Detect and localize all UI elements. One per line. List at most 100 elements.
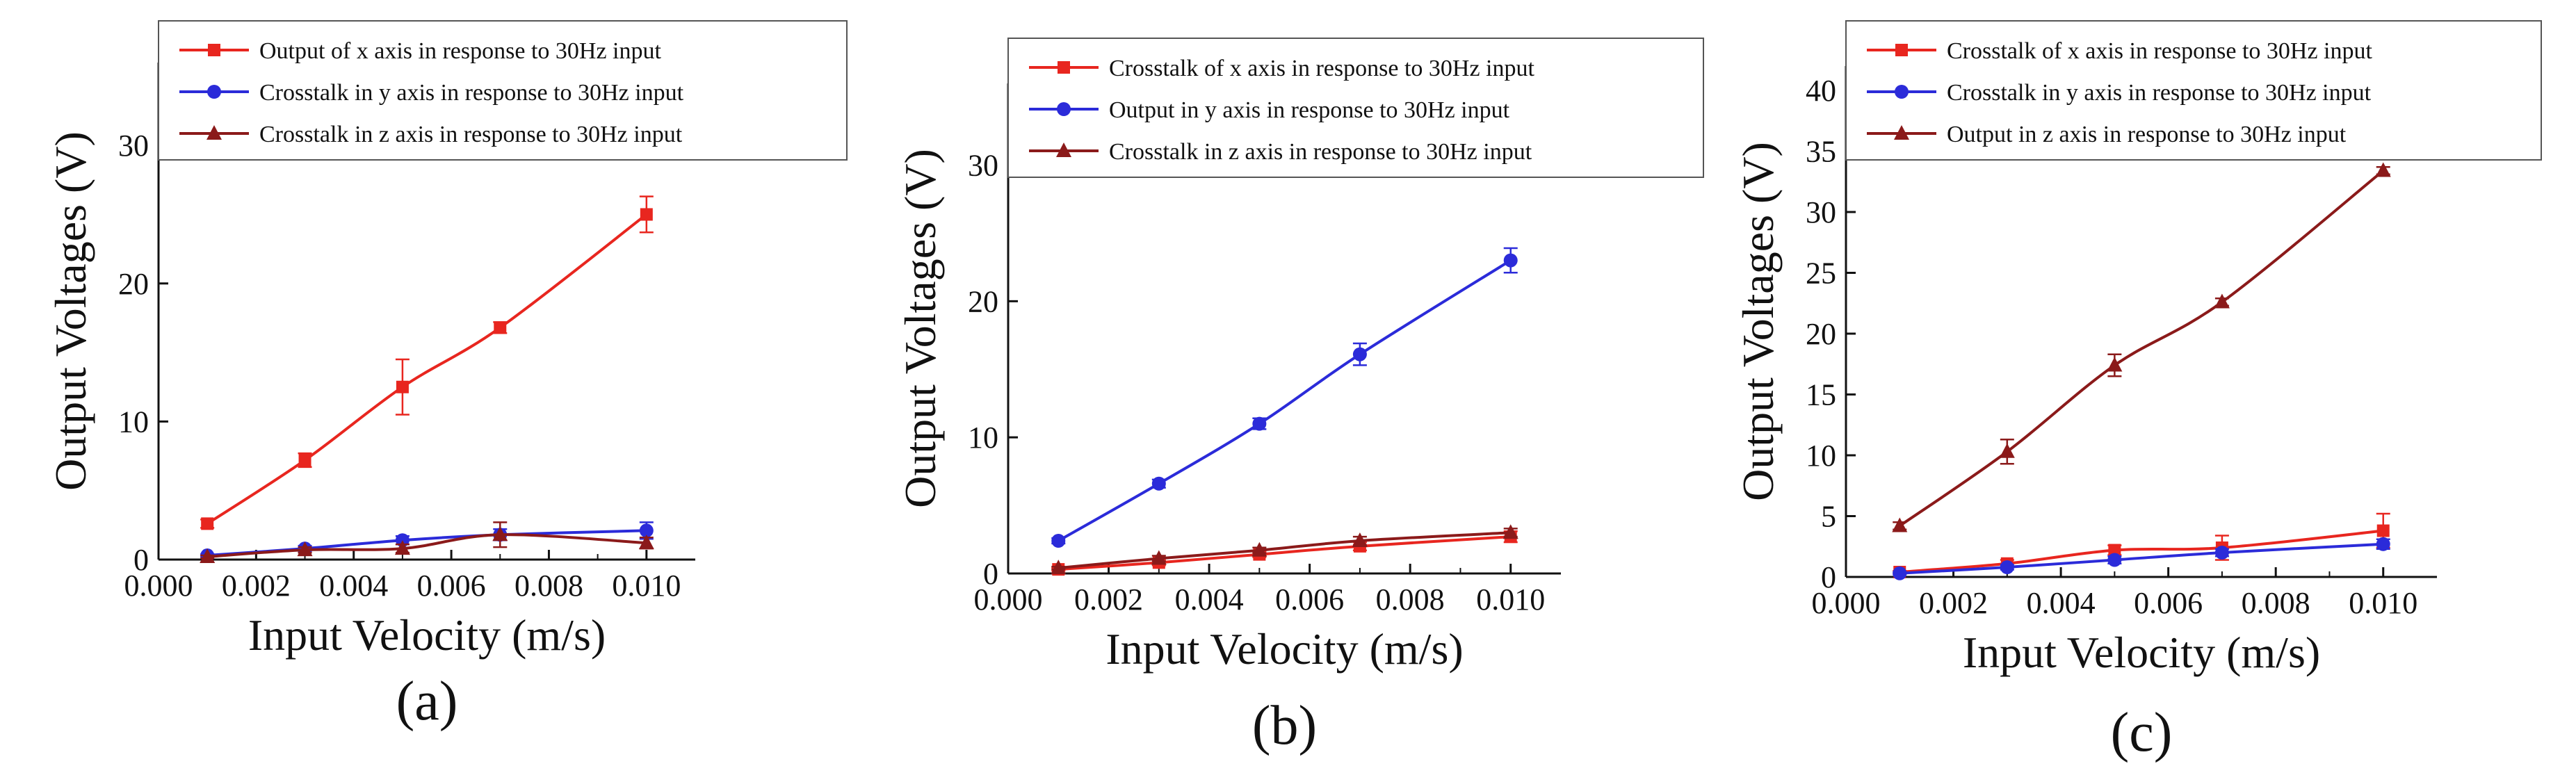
series-line xyxy=(1899,169,2384,528)
y-tick-label: 15 xyxy=(1806,378,1836,412)
data-point xyxy=(1151,550,1167,565)
data-point xyxy=(1502,524,1518,539)
data-point xyxy=(639,523,654,538)
data-point xyxy=(1893,566,1907,580)
data-point xyxy=(1999,443,2015,458)
legend-entry: Crosstalk of x axis in response to 30Hz … xyxy=(1109,56,1534,81)
legend-entry: Output in z axis in response to 30Hz inp… xyxy=(1947,122,2347,147)
series-line xyxy=(1058,259,1512,542)
legend-entry: Crosstalk in z axis in response to 30Hz … xyxy=(259,122,683,147)
panel-label: (a) xyxy=(396,671,458,732)
data-point xyxy=(1352,532,1368,547)
x-tick-label: 0.006 xyxy=(417,569,486,603)
legend-marker xyxy=(207,85,221,99)
data-point xyxy=(2000,560,2014,574)
series-2 xyxy=(200,521,654,564)
chart-panel-b: 0.000 0.002 0.004 0.006 0.008 0.010 0 10 20 30 Inp… xyxy=(896,38,1704,756)
y-tick-label: 30 xyxy=(1806,195,1836,229)
data-point xyxy=(1252,416,1267,431)
data-point xyxy=(298,454,311,466)
data-point xyxy=(1352,347,1367,361)
series-1 xyxy=(1893,537,2390,580)
data-point xyxy=(1503,253,1518,268)
legend-entry: Output of x axis in response to 30Hz inp… xyxy=(259,38,661,64)
x-tick-label: 0.010 xyxy=(612,569,681,603)
panel-label: (b) xyxy=(1252,695,1317,756)
x-tick-label: 0.000 xyxy=(974,583,1043,617)
series-0 xyxy=(1051,530,1518,576)
legend-entry: Crosstalk in z axis in response to 30Hz … xyxy=(1109,139,1532,165)
y-tick-label: 20 xyxy=(118,267,149,301)
y-tick-label: 30 xyxy=(118,129,149,163)
y-tick-label: 5 xyxy=(1821,500,1836,534)
data-point xyxy=(492,526,508,541)
x-tick-label: 0.002 xyxy=(222,569,291,603)
y-tick-label: 10 xyxy=(968,421,998,455)
data-point xyxy=(1251,541,1267,557)
x-axis-label: Input Velocity (m/s) xyxy=(248,610,606,660)
legend-marker xyxy=(1894,125,1909,140)
legend-marker xyxy=(1895,44,1908,56)
data-point xyxy=(494,321,507,334)
legend-entry: Output in y axis in response to 30Hz inp… xyxy=(1109,97,1510,123)
legend: Crosstalk of x axis in response to 30Hz … xyxy=(1845,20,2542,161)
data-point xyxy=(2108,544,2121,557)
x-axis-label: Input Velocity (m/s) xyxy=(1963,628,2320,677)
x-tick-label: 0.006 xyxy=(1275,583,1344,617)
x-tick-label: 0.008 xyxy=(515,569,583,603)
y-tick-label: 0 xyxy=(983,557,998,591)
series-1 xyxy=(200,521,654,563)
data-point xyxy=(2376,524,2390,537)
legend-entry: Crosstalk in y axis in response to 30Hz … xyxy=(259,80,684,106)
data-point xyxy=(640,208,653,221)
y-axis-label: Output Voltages (V) xyxy=(896,149,945,508)
legend-marker xyxy=(1895,85,1909,99)
legend-marker xyxy=(1058,61,1070,74)
legend-box xyxy=(158,20,848,161)
y-tick-label: 10 xyxy=(118,405,149,439)
x-tick-label: 0.004 xyxy=(2027,586,2096,620)
series-line xyxy=(206,213,648,526)
y-tick-label: 30 xyxy=(968,149,998,183)
legend-marker xyxy=(1057,102,1071,116)
legend-marker xyxy=(1056,142,1071,157)
legend-box xyxy=(1845,20,2542,161)
data-point xyxy=(1051,560,1067,575)
data-point xyxy=(2376,537,2390,551)
series-0 xyxy=(200,195,654,530)
x-axis-label: Input Velocity (m/s) xyxy=(1105,624,1463,674)
series-2 xyxy=(1051,524,1518,575)
y-tick-label: 10 xyxy=(1806,439,1836,473)
data-point xyxy=(2214,546,2229,560)
x-tick-label: 0.000 xyxy=(1812,586,1881,620)
data-point xyxy=(396,380,409,393)
legend-marker xyxy=(206,125,222,140)
legend-entry: Crosstalk of x axis in response to 30Hz … xyxy=(1947,38,2372,64)
data-point xyxy=(297,541,313,557)
y-axis-label: Output Voltages (V) xyxy=(46,131,95,491)
y-axis-label: Output Voltages (V) xyxy=(1733,142,1783,501)
x-tick-label: 0.002 xyxy=(1919,586,1988,620)
data-point xyxy=(201,517,214,530)
x-tick-label: 0.004 xyxy=(1175,583,1244,617)
y-tick-label: 20 xyxy=(1806,317,1836,351)
chart-panel-c: 0.000 0.002 0.004 0.006 0.008 0.010 0 5 10 15 20 25… xyxy=(1733,20,2542,763)
y-tick-label: 0 xyxy=(1821,560,1836,594)
data-point xyxy=(1892,517,1908,532)
series-line xyxy=(1058,531,1511,570)
series-line xyxy=(1058,535,1511,571)
legend: Output of x axis in response to 30Hz inp… xyxy=(158,20,848,161)
data-point xyxy=(200,548,216,564)
panel-label: (c) xyxy=(2111,702,2173,763)
x-tick-label: 0.008 xyxy=(1376,583,1445,617)
x-tick-label: 0.010 xyxy=(1476,583,1545,617)
legend-box xyxy=(1007,38,1704,178)
x-tick-label: 0.002 xyxy=(1074,583,1143,617)
series-1 xyxy=(1051,247,1518,548)
y-tick-label: 40 xyxy=(1806,74,1836,108)
x-tick-label: 0.010 xyxy=(2349,586,2417,620)
legend: Crosstalk of x axis in response to 30Hz … xyxy=(1007,38,1704,178)
data-point xyxy=(1051,534,1066,548)
y-tick-label: 35 xyxy=(1806,135,1836,169)
chart-panel-a: 0.000 0.002 0.004 0.006 0.008 0.010 0 10 20 30 Inp… xyxy=(46,20,848,732)
